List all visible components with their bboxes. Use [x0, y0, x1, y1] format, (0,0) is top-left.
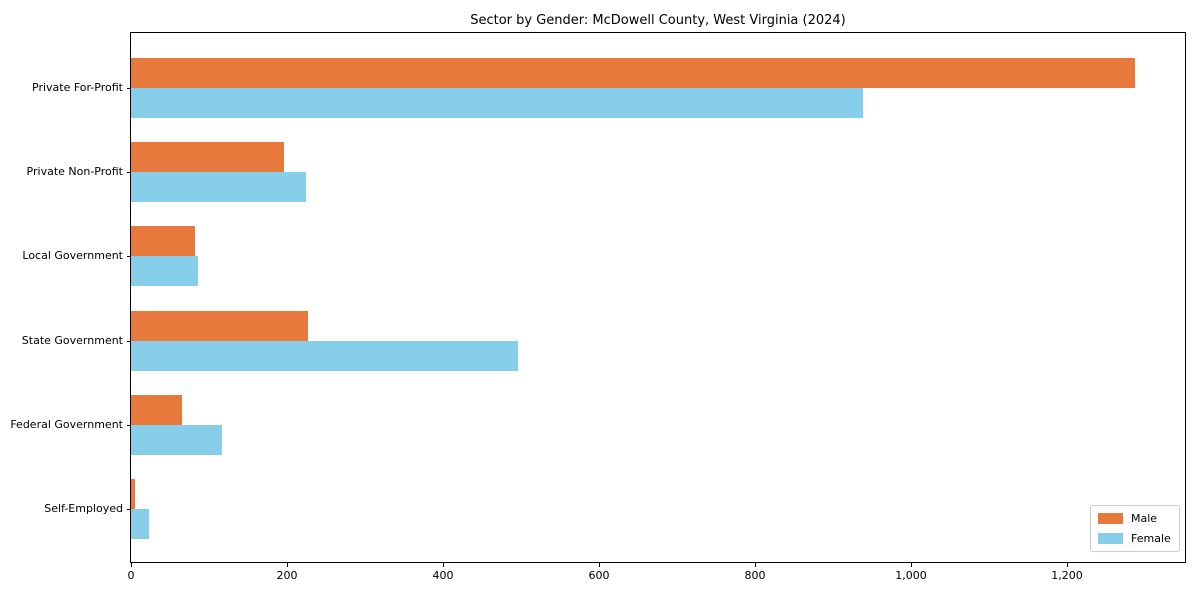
x-tick-mark: [911, 563, 912, 567]
y-tick-label: Private Non-Profit: [26, 165, 123, 178]
bar-female: [131, 509, 149, 539]
bar-male: [131, 142, 284, 173]
x-tick-mark: [599, 563, 600, 567]
x-tick-mark: [443, 563, 444, 567]
x-tick-mark: [287, 563, 288, 567]
bar-male: [131, 310, 308, 341]
x-tick-label: 200: [276, 569, 298, 582]
bar-female: [131, 340, 519, 371]
y-tick-label: Local Government: [22, 249, 123, 262]
y-tick-mark: [127, 172, 131, 173]
legend-swatch-male: [1098, 513, 1123, 524]
x-tick-label: 0: [127, 569, 135, 582]
y-tick-mark: [127, 341, 131, 342]
bar-female: [131, 256, 199, 287]
bar-male: [131, 479, 135, 509]
x-tick-label: 800: [744, 569, 766, 582]
bar-male: [131, 58, 1136, 88]
x-tick-mark: [755, 563, 756, 567]
bar-male: [131, 394, 182, 425]
y-tick-mark: [127, 88, 131, 89]
legend-item-female: Female: [1098, 531, 1171, 546]
y-tick-label: State Government: [21, 334, 123, 347]
y-tick-label: Federal Government: [10, 418, 123, 431]
bar-female: [131, 172, 306, 203]
bar-female: [131, 424, 223, 455]
y-tick-mark: [127, 509, 131, 510]
x-tick-mark: [131, 563, 132, 567]
x-tick-label: 1,200: [1051, 569, 1083, 582]
bar-female: [131, 88, 864, 118]
x-tick-mark: [1067, 563, 1068, 567]
x-tick-label: 1,000: [895, 569, 927, 582]
y-tick-label: Self-Employed: [44, 502, 123, 515]
legend-swatch-female: [1098, 533, 1123, 544]
legend-label: Male: [1131, 512, 1158, 525]
x-tick-label: 600: [588, 569, 610, 582]
y-tick-mark: [127, 256, 131, 257]
y-tick-label: Private For-Profit: [32, 81, 123, 94]
legend-label: Female: [1131, 532, 1171, 545]
chart-title: Sector by Gender: McDowell County, West …: [470, 13, 846, 28]
legend-item-male: Male: [1098, 511, 1171, 526]
y-tick-mark: [127, 425, 131, 426]
bar-male: [131, 226, 195, 257]
x-tick-label: 400: [432, 569, 454, 582]
legend: Male Female: [1090, 505, 1180, 552]
plot-area: [130, 32, 1186, 563]
